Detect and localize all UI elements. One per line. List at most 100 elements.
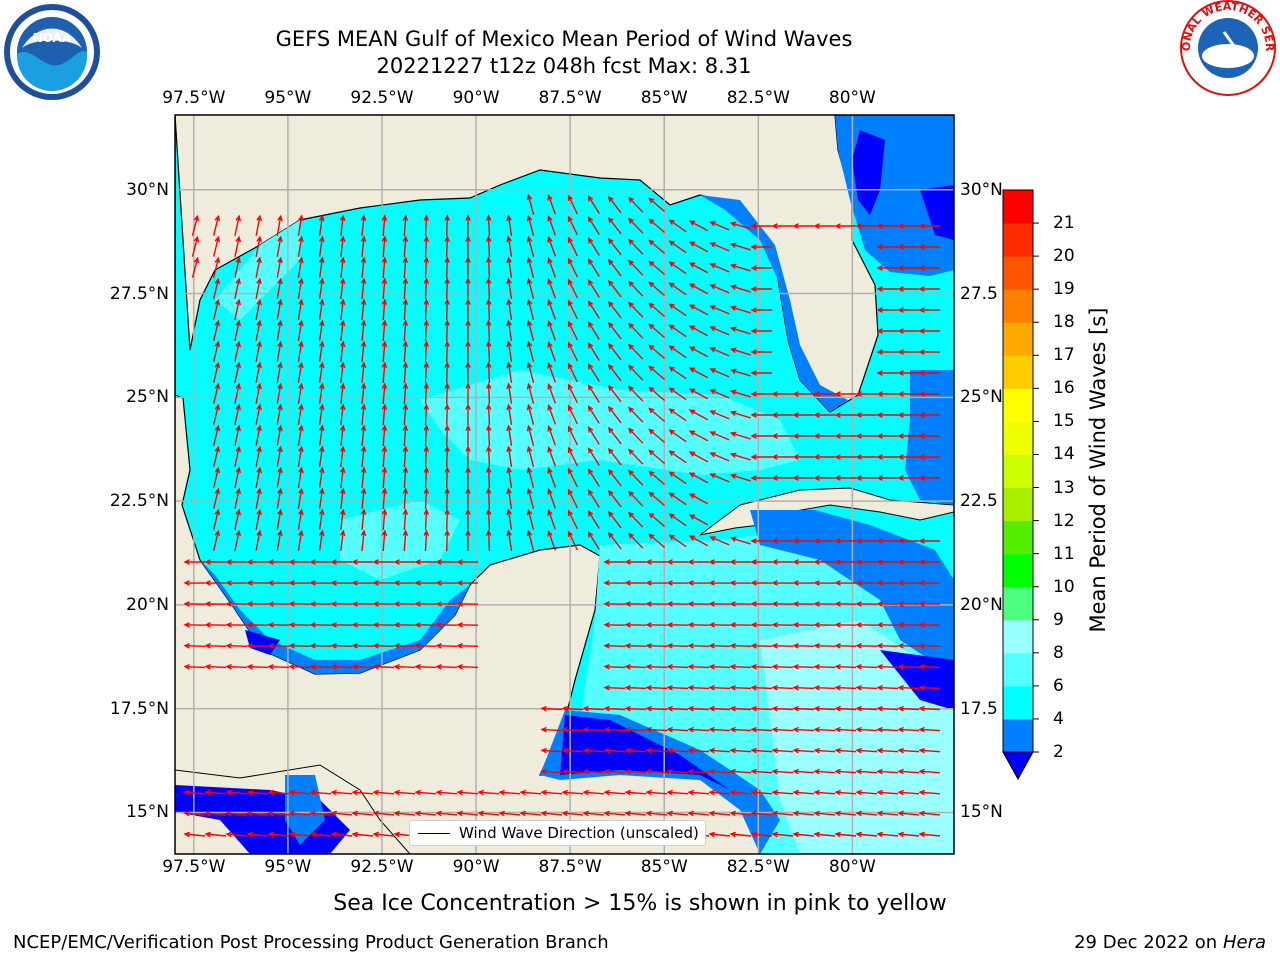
wave-arrow-749 [582,747,605,754]
wave-arrow-728 [540,726,563,733]
wave-arrow-128 [688,283,709,295]
legend: Wind Wave Direction (unscaled) [409,820,706,846]
wave-arrow-891 [897,831,920,838]
wave-arrow-257 [255,382,262,404]
wave-arrow-361 [234,445,241,467]
wave-arrow-482 [297,529,304,552]
wave-arrow-541 [897,559,919,565]
wave-arrow-594 [750,601,773,607]
wave-arrow-87 [465,256,471,279]
wave-arrow-774 [708,768,731,775]
wave-arrow-691 [897,663,920,670]
colorbar-tick-11: 11 [1053,543,1075,564]
wave-arrow-223 [897,349,919,355]
wave-arrow-294 [297,403,304,426]
wave-arrow-389 [813,454,835,460]
wave-arrow-31 [688,220,709,232]
wave-arrow-276 [648,386,666,402]
wave-arrow-72 [897,244,919,250]
wave-arrow-159 [709,305,730,315]
wave-arrow-623 [729,622,752,628]
wave-arrow-10 [255,214,262,236]
wave-arrow-719 [750,705,773,712]
wave-arrow-97 [668,261,687,275]
colorbar-band-18 [1003,289,1033,323]
wave-arrow-663 [183,663,206,670]
wave-arrow-583 [393,601,416,607]
wave-arrow-364 [297,445,304,468]
wave-arrow-261 [339,382,346,404]
wave-arrow-694 [624,684,647,691]
bay-campeche-6-8 [340,500,460,580]
wave-arrow-429 [918,475,940,481]
wave-arrow-107 [255,277,262,299]
wave-arrow-411 [547,467,557,488]
wave-arrow-270 [526,382,535,404]
wave-arrow-286 [855,391,877,397]
wave-arrow-207 [465,340,471,363]
wave-arrow-108 [276,277,283,299]
wave-arrow-388 [792,454,814,460]
wave-arrow-291 [234,403,241,425]
wave-arrow-672 [372,663,395,670]
colorbar-tick-2: 2 [1053,742,1064,762]
lat-tick-right-0: 30°N [960,179,1003,200]
wave-arrow-710 [561,705,584,712]
wave-arrow-856 [918,810,941,817]
wave-arrow-436 [339,487,346,509]
wave-arrow-798 [456,789,479,796]
wave-arrow-508 [834,538,856,544]
wave-arrow-25 [567,215,579,236]
wave-arrow-474 [628,511,644,528]
wave-arrow-136 [234,298,241,320]
wave-arrow-271 [547,383,557,404]
wave-arrow-630 [876,622,899,628]
wave-arrow-232 [360,361,367,383]
wave-arrow-320 [834,412,856,418]
wave-arrow-283 [792,391,814,397]
wave-arrow-688 [834,663,857,670]
wave-arrow-247 [668,366,687,380]
wave-arrow-351 [750,433,772,439]
wave-arrow-374 [506,445,513,468]
wave-arrow-346 [648,428,666,444]
wave-arrow-820 [918,789,941,796]
wave-arrow-621 [687,622,710,628]
wave-arrow-62 [587,237,600,256]
wave-arrow-19 [444,214,450,237]
wave-arrow-489 [444,529,450,552]
wave-arrow-622 [708,622,731,628]
wave-arrow-584 [414,601,437,607]
wave-arrow-554 [414,580,437,586]
wave-arrow-753 [666,747,689,754]
wave-arrow-403 [381,466,388,489]
wave-arrow-828 [330,810,353,817]
colorbar-band-12 [1003,487,1033,522]
wave-arrow-818 [876,789,899,796]
wave-arrow-212 [567,341,579,362]
wave-arrow-853 [855,810,878,817]
wave-arrow-487 [402,529,409,552]
wave-arrow-58 [506,235,513,258]
wave-arrow-715 [666,705,689,712]
wave-arrow-646 [456,643,479,649]
campeche-coast-lt2 [245,630,280,655]
wave-arrow-834 [456,810,479,817]
wave-arrow-175 [423,319,430,342]
lon-tick-top-1: 95°W [264,88,312,108]
wave-arrow-245 [628,364,644,381]
wave-arrow-174 [402,319,409,342]
wave-arrow-586 [456,601,479,607]
wave-arrow-690 [876,663,899,670]
wave-arrow-545 [225,580,248,586]
wave-arrow-99 [709,263,730,273]
wave-arrow-469 [526,508,535,530]
wave-arrow-452 [668,492,687,506]
wave-arrow-121 [547,278,557,299]
wave-arrow-739 [771,726,794,733]
wave-arrow-738 [750,726,773,733]
wave-arrow-593 [729,601,752,607]
wave-arrow-510 [876,538,898,544]
legend-line [418,832,450,834]
